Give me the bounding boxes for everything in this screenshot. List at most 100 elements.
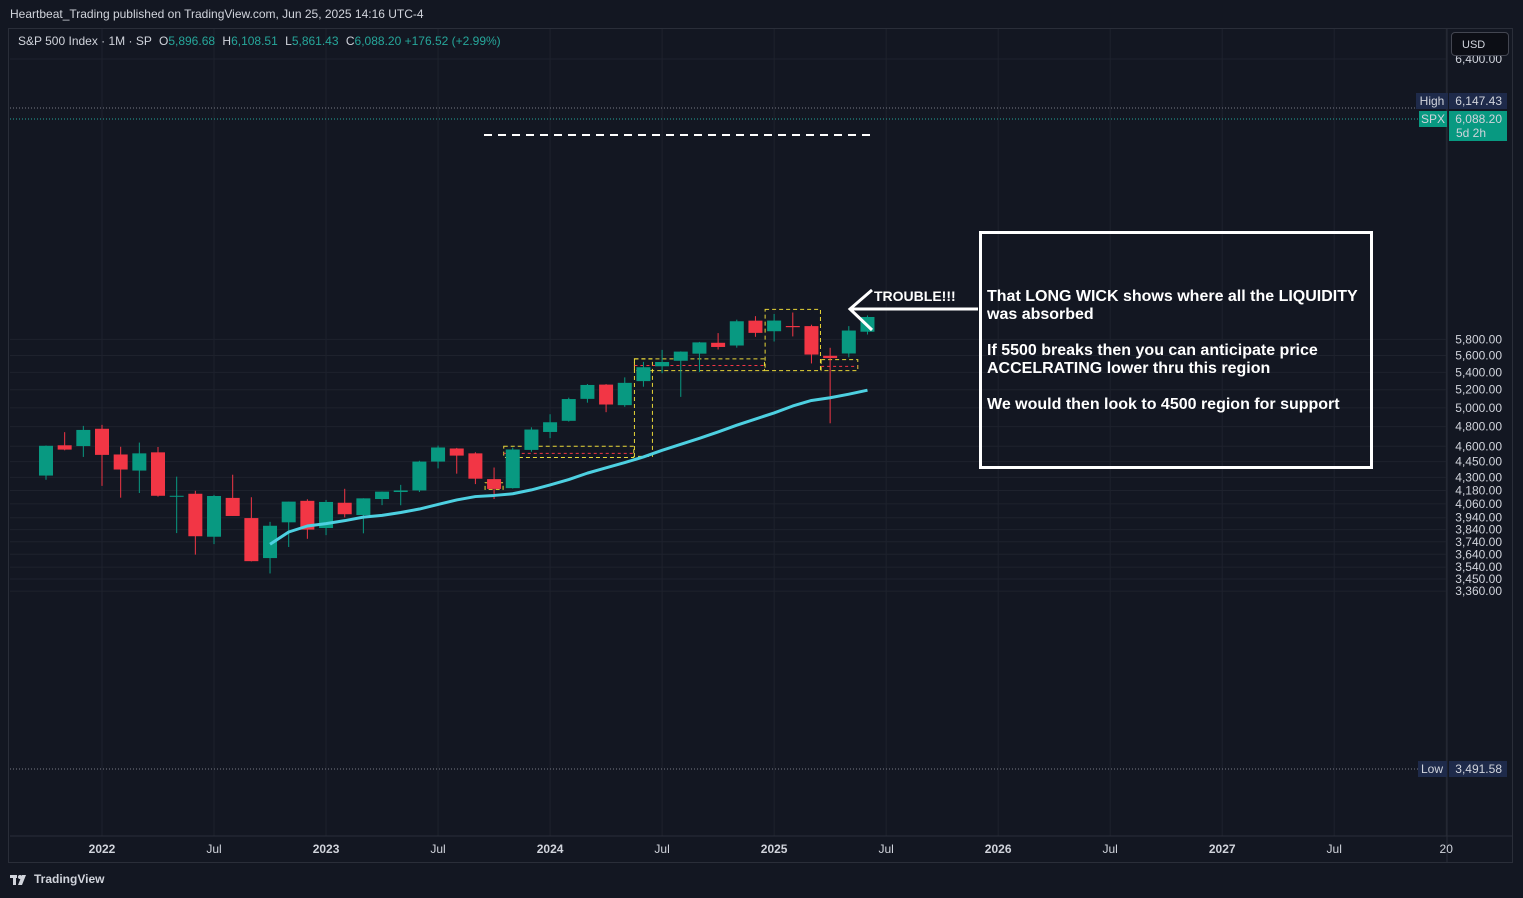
open-value: 5,896.68 (168, 34, 216, 48)
candle-body (188, 493, 203, 537)
candle-body (244, 518, 259, 562)
candle-body (95, 428, 109, 455)
candle-body (561, 399, 576, 421)
candle-body (468, 453, 483, 479)
y-tick-label: 5,400.00 (1455, 365, 1502, 379)
low-tag-label: Low (1421, 762, 1443, 776)
candle-body (543, 422, 558, 432)
y-tick-label: 5,200.00 (1455, 383, 1502, 397)
candles (38, 312, 875, 574)
publish-info: Heartbeat_Trading published on TradingVi… (10, 7, 424, 21)
candle-body (375, 491, 390, 500)
tradingview-logo-icon (10, 874, 28, 885)
y-tick-label: 3,540.00 (1455, 560, 1502, 574)
moving-average (269, 388, 868, 546)
candle-body (804, 326, 819, 355)
candle-body (337, 502, 352, 515)
high-value: 6,147.43 (1455, 94, 1502, 108)
y-tick-label: 4,060.00 (1455, 497, 1502, 511)
candle-body (505, 449, 520, 489)
y-tick-label: 5,000.00 (1455, 401, 1502, 415)
candle-body (38, 445, 53, 476)
candle-body (412, 461, 427, 491)
order-block-zone (820, 359, 859, 372)
symbol-legend: S&P 500 Index · 1M · SP O5,896.68 H6,108… (18, 34, 501, 48)
x-tick-label: 2024 (537, 842, 564, 856)
x-tick-label: Jul (878, 842, 893, 856)
candle-body (300, 500, 315, 530)
countdown: 5d 2h (1456, 126, 1486, 140)
y-tick-label: 4,180.00 (1455, 483, 1502, 497)
candle-body (207, 496, 222, 537)
x-tick-label: Jul (206, 842, 221, 856)
x-tick-label: 2025 (761, 842, 788, 856)
x-tick-label: 2023 (313, 842, 340, 856)
candle-body (823, 355, 838, 359)
candle-body (151, 452, 166, 496)
candle-body (841, 330, 856, 354)
y-tick-label: 3,640.00 (1455, 547, 1502, 561)
x-tick-label: 2022 (89, 842, 116, 856)
high-value-bg (1449, 93, 1507, 109)
chart-frame (8, 28, 1513, 863)
candle-body (356, 498, 371, 516)
candle-body (113, 454, 128, 470)
last-tag-label: SPX (1421, 112, 1445, 126)
brand-name: TradingView (34, 872, 105, 886)
y-tick-label: 4,300.00 (1455, 470, 1502, 484)
y-tick-label: 5,800.00 (1455, 332, 1502, 346)
high-tag-label: High (1420, 94, 1445, 108)
candle-body (673, 351, 688, 361)
candle-body (580, 384, 595, 399)
candle-body (711, 342, 726, 347)
high-label: H (222, 34, 232, 48)
candle-body (225, 497, 240, 516)
x-tick-label: 2026 (985, 842, 1012, 856)
low-value-bg (1449, 761, 1507, 777)
y-tick-label: 4,450.00 (1455, 455, 1502, 469)
candle-body (132, 453, 147, 471)
last-tag-bg (1419, 111, 1447, 127)
high-value: 6,108.51 (231, 34, 278, 48)
candle-body (393, 490, 408, 492)
close-label: C (345, 34, 355, 48)
annotation-line-2: If 5500 breaks then you can anticipate p… (987, 342, 1318, 377)
candle-body (767, 320, 782, 332)
candle-body (617, 382, 632, 406)
candle-body (636, 367, 651, 382)
close-value: 6,088.20 (354, 34, 402, 48)
annotation-line-1: That LONG WICK shows where all the LIQUI… (987, 288, 1358, 323)
order-block-zone (764, 308, 821, 372)
trouble-label: TROUBLE!!! (874, 288, 956, 304)
symbol-name: S&P 500 Index · 1M · SP (18, 34, 152, 48)
candle-body (263, 525, 278, 559)
ma-line (269, 388, 868, 546)
last-value-bg (1449, 111, 1507, 141)
candle-body (431, 447, 446, 462)
change-value: +176.52 (+2.99%) (404, 34, 501, 48)
candle-body (748, 320, 763, 333)
currency-button[interactable]: USD (1451, 32, 1509, 56)
annotation-box: That LONG WICK shows where all the LIQUI… (979, 231, 1373, 469)
x-tick-label: 20 (1440, 842, 1454, 856)
publish-header: Heartbeat_Trading published on TradingVi… (0, 0, 1523, 28)
footer: TradingView (10, 872, 104, 886)
y-tick-label: 3,450.00 (1455, 572, 1502, 586)
x-tick-label: 2027 (1209, 842, 1236, 856)
x-axis: 2022 Jul 2023 Jul 2024 Jul 2025 Jul 2026 Jul 2027 J… (89, 842, 1454, 856)
y-tick-label: 3,740.00 (1455, 535, 1502, 549)
low-value: 3,491.58 (1455, 762, 1502, 776)
candle-body (449, 448, 464, 456)
y-tick-label: 3,360.00 (1455, 584, 1502, 598)
zones (484, 308, 859, 490)
low-tag-bg (1418, 761, 1447, 777)
order-block-zone (633, 358, 653, 457)
overlay (10, 107, 1447, 770)
candle-body (319, 501, 334, 529)
candle-body (692, 342, 707, 354)
low-value: 5,861.43 (291, 34, 339, 48)
y-tick-label: 4,800.00 (1455, 420, 1502, 434)
x-tick-label: Jul (430, 842, 445, 856)
x-tick-label: Jul (1103, 842, 1118, 856)
